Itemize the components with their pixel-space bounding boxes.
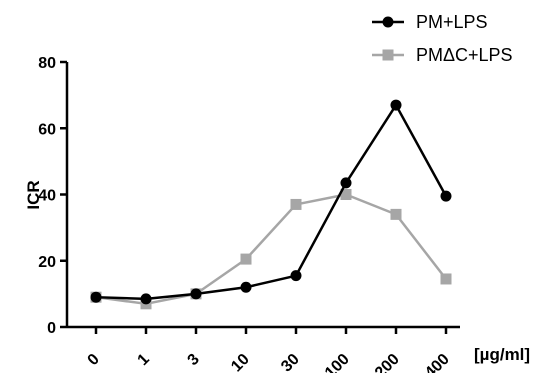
x-tick-label: 100 [322,351,353,373]
x-tick-label: 3 [185,351,203,369]
y-tick-label: 0 [47,320,56,337]
y-tick-label: 20 [38,254,56,271]
x-tick-label: 400 [422,351,453,373]
legend-marker [382,16,394,28]
y-axis-title: ICR [24,180,43,209]
series-layer [90,99,452,310]
y-tick-label: 80 [38,55,56,72]
data-point [240,281,252,293]
series-line [95,103,448,301]
data-point [240,253,252,265]
legend-item: PM+LPS [372,12,488,32]
legend-marker [382,49,394,61]
x-tick-label: 1 [135,351,153,369]
data-point [290,198,302,210]
legend-label: PMΔC+LPS [416,45,513,65]
data-point [140,293,152,305]
y-tick-label: 40 [38,188,56,205]
y-ticks: 0 20 40 60 80 [38,55,67,337]
data-point [340,177,352,189]
series-2 [90,189,452,310]
x-axis-title: [µg/ml] [474,345,530,364]
x-tick-label: 0 [85,351,103,369]
data-point [90,291,102,303]
x-tick-label: 200 [372,351,403,373]
series-1 [90,99,452,305]
x-tick-label: 10 [228,351,253,373]
data-point [440,190,452,202]
axes: ICR [µg/ml] [24,62,530,364]
data-point [390,99,402,111]
series-line [95,193,447,306]
data-point [340,189,352,200]
data-point [190,288,202,300]
x-tick-label: 30 [278,351,303,373]
legend: PM+LPS PMΔC+LPS [372,12,513,65]
legend-label: PM+LPS [416,12,488,32]
x-ticks: 0 1 3 10 30 100 200 400 [85,327,453,378]
data-point [390,208,402,220]
legend-item: PMΔC+LPS [372,45,513,65]
data-point [290,270,302,282]
y-tick-label: 60 [38,121,56,138]
data-point [440,273,452,285]
